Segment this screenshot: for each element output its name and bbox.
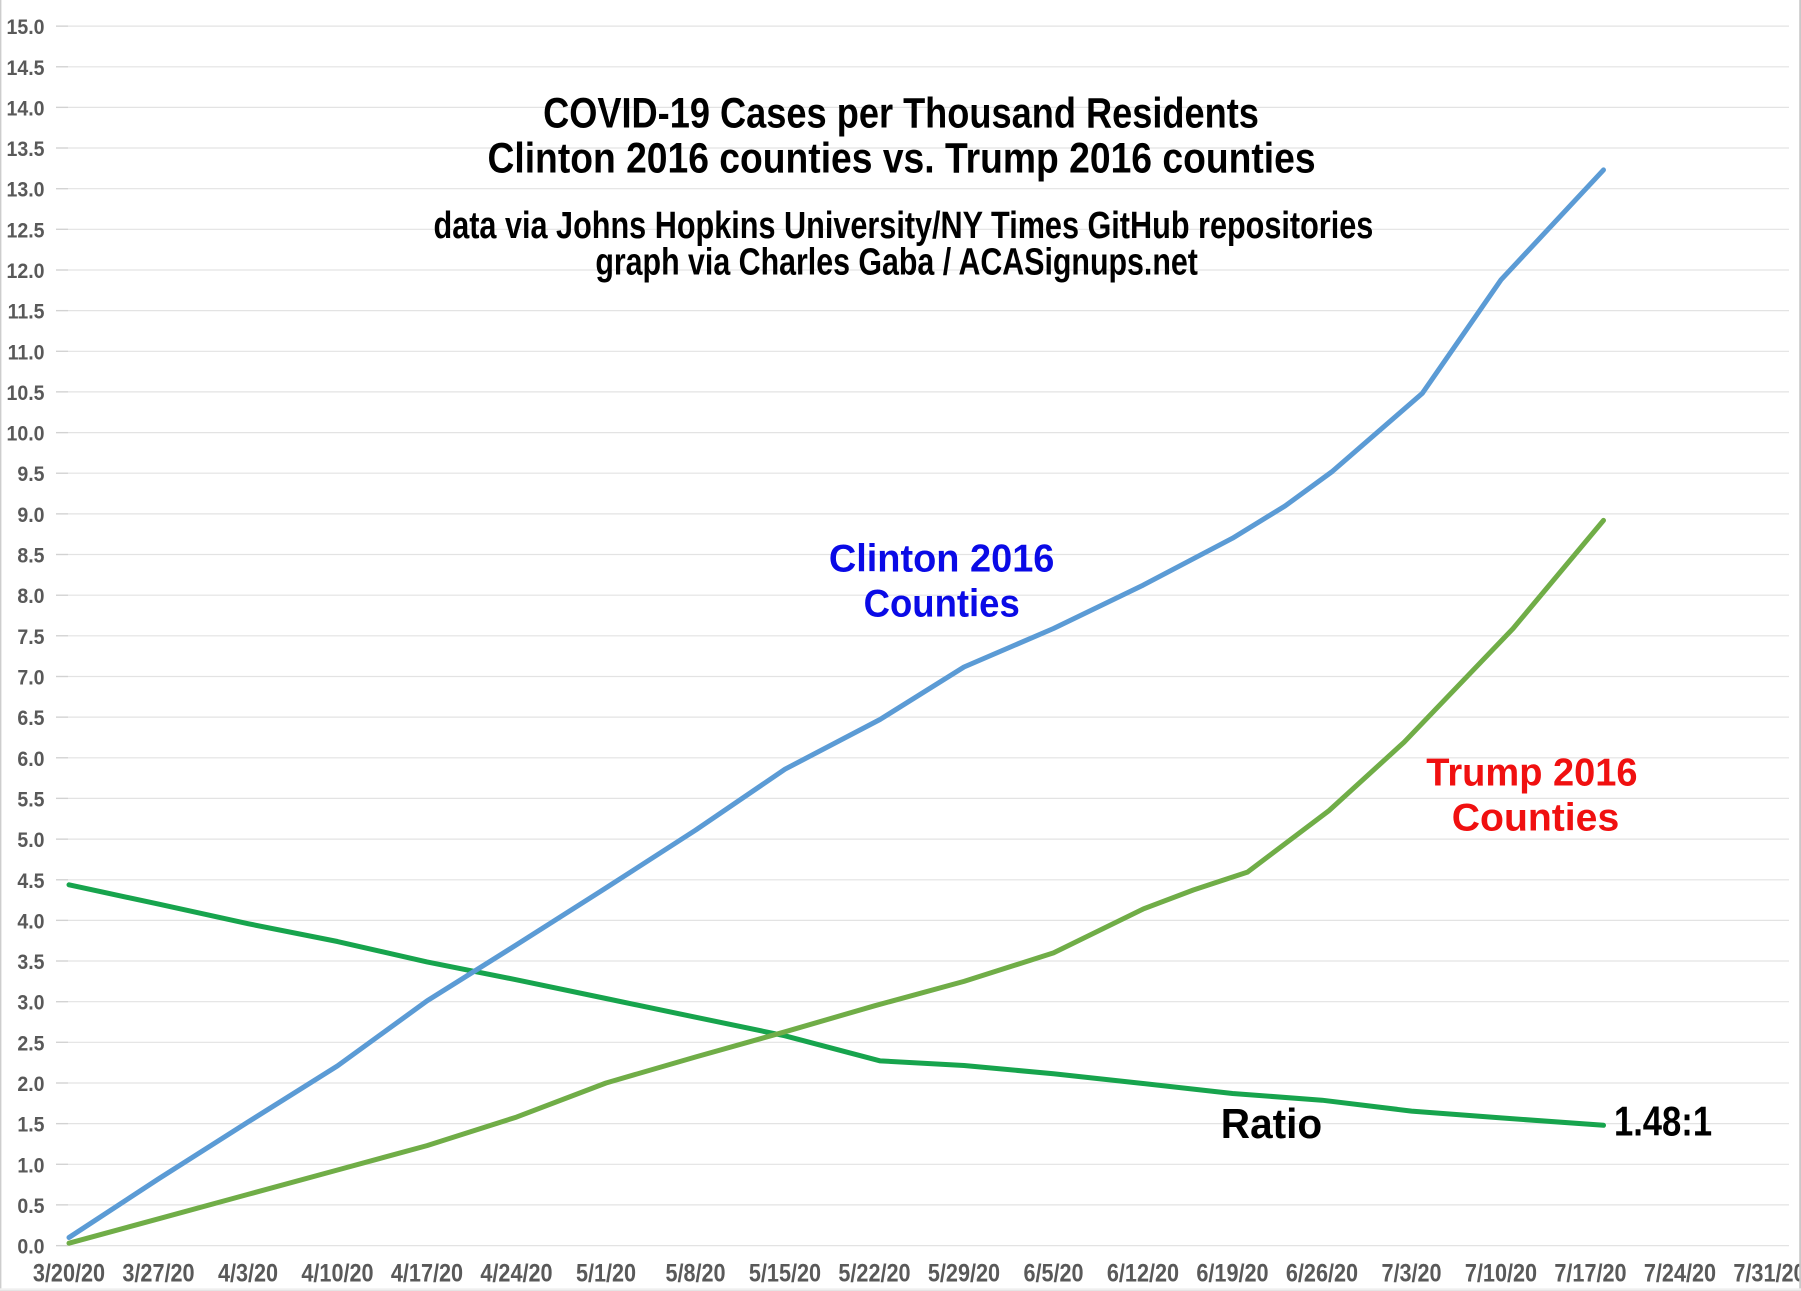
svg-text:1.0: 1.0 — [17, 1154, 44, 1177]
svg-text:Clinton 2016: Clinton 2016 — [829, 537, 1055, 581]
svg-text:7.0: 7.0 — [17, 667, 44, 690]
svg-text:3/20/20: 3/20/20 — [33, 1260, 105, 1288]
svg-text:8.5: 8.5 — [17, 545, 44, 568]
svg-text:7/10/20: 7/10/20 — [1465, 1260, 1537, 1288]
svg-text:13.5: 13.5 — [7, 138, 45, 161]
svg-text:Trump 2016: Trump 2016 — [1426, 751, 1637, 795]
svg-text:8.0: 8.0 — [17, 585, 44, 608]
svg-text:1.5: 1.5 — [17, 1114, 44, 1137]
svg-text:6.5: 6.5 — [17, 707, 44, 730]
svg-text:5.5: 5.5 — [17, 788, 44, 811]
svg-text:1.48:1: 1.48:1 — [1614, 1098, 1712, 1145]
svg-text:0.0: 0.0 — [17, 1236, 44, 1259]
svg-text:9.0: 9.0 — [17, 504, 44, 527]
svg-text:4/17/20: 4/17/20 — [391, 1260, 463, 1288]
svg-text:3.5: 3.5 — [17, 951, 44, 974]
svg-text:11.5: 11.5 — [8, 301, 45, 324]
svg-text:9.5: 9.5 — [17, 463, 44, 486]
svg-text:graph via Charles Gaba / ACASi: graph via Charles Gaba / ACASignups.net — [595, 242, 1198, 284]
svg-text:4.5: 4.5 — [17, 870, 44, 893]
svg-text:4/24/20: 4/24/20 — [480, 1260, 552, 1288]
svg-text:7/31/20: 7/31/20 — [1733, 1260, 1801, 1288]
svg-text:Counties: Counties — [1452, 797, 1619, 840]
svg-text:10.0: 10.0 — [7, 423, 45, 446]
svg-text:5/22/20: 5/22/20 — [838, 1260, 910, 1288]
svg-text:3/27/20: 3/27/20 — [122, 1260, 194, 1288]
svg-text:2.5: 2.5 — [17, 1032, 44, 1055]
svg-text:5.0: 5.0 — [17, 829, 44, 852]
svg-text:14.0: 14.0 — [7, 97, 45, 120]
svg-text:12.0: 12.0 — [7, 260, 45, 283]
svg-text:6.0: 6.0 — [17, 748, 44, 771]
svg-text:3.0: 3.0 — [17, 992, 44, 1015]
svg-text:6/26/20: 6/26/20 — [1286, 1260, 1358, 1288]
svg-text:data via Johns Hopkins Univers: data via Johns Hopkins University/NY Tim… — [434, 205, 1374, 247]
svg-text:Ratio: Ratio — [1221, 1100, 1322, 1147]
svg-text:2.0: 2.0 — [17, 1073, 44, 1096]
svg-text:5/8/20: 5/8/20 — [665, 1260, 725, 1288]
svg-text:7.5: 7.5 — [17, 626, 44, 649]
svg-text:7/17/20: 7/17/20 — [1554, 1260, 1626, 1288]
svg-text:15.0: 15.0 — [7, 16, 45, 39]
svg-text:0.5: 0.5 — [17, 1195, 44, 1218]
svg-text:4/3/20: 4/3/20 — [218, 1260, 278, 1288]
svg-text:4/10/20: 4/10/20 — [301, 1260, 373, 1288]
svg-text:11.0: 11.0 — [8, 341, 45, 364]
svg-text:12.5: 12.5 — [7, 219, 45, 242]
svg-text:7/3/20: 7/3/20 — [1381, 1260, 1441, 1288]
svg-text:5/1/20: 5/1/20 — [576, 1260, 636, 1288]
svg-text:5/15/20: 5/15/20 — [749, 1260, 821, 1288]
svg-text:14.5: 14.5 — [7, 57, 45, 80]
svg-text:10.5: 10.5 — [7, 382, 45, 405]
svg-text:5/29/20: 5/29/20 — [928, 1260, 1000, 1288]
svg-text:6/5/20: 6/5/20 — [1023, 1260, 1083, 1288]
svg-text:6/19/20: 6/19/20 — [1196, 1260, 1268, 1288]
svg-text:7/24/20: 7/24/20 — [1644, 1260, 1716, 1288]
svg-text:6/12/20: 6/12/20 — [1107, 1260, 1179, 1288]
svg-text:13.0: 13.0 — [7, 179, 45, 202]
svg-text:Counties: Counties — [864, 583, 1020, 626]
svg-text:Clinton 2016 counties vs. Trum: Clinton 2016 counties vs. Trump 2016 cou… — [487, 134, 1315, 182]
svg-text:COVID-19 Cases per Thousand Re: COVID-19 Cases per Thousand Residents — [543, 90, 1259, 138]
svg-text:4.0: 4.0 — [17, 910, 44, 933]
